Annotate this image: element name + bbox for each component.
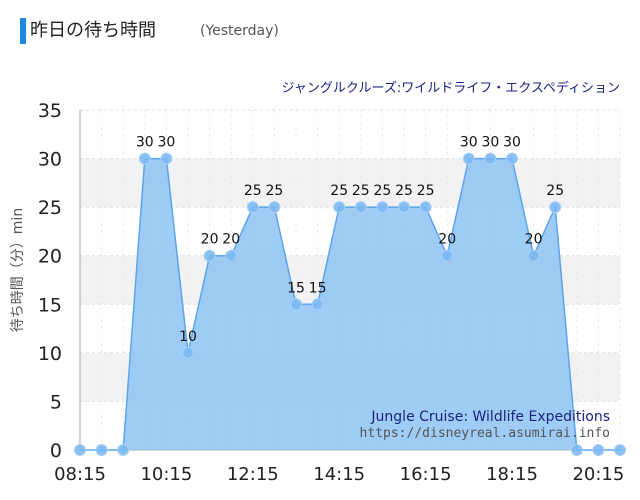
data-point xyxy=(419,201,432,214)
data-point xyxy=(182,346,194,359)
data-point xyxy=(570,444,583,456)
y-tick-label: 0 xyxy=(50,440,62,462)
y-tick-label: 5 xyxy=(50,391,62,413)
x-tick-label: 20:15 xyxy=(572,464,624,485)
data-point xyxy=(117,444,130,456)
data-point xyxy=(95,444,108,456)
data-label: 15 xyxy=(287,280,305,296)
x-tick-label: 14:15 xyxy=(313,464,365,485)
watermark-line-2: https://disneyreal.asumirai.info xyxy=(360,426,610,441)
data-label: 25 xyxy=(373,183,391,199)
data-point xyxy=(354,201,367,214)
data-point xyxy=(484,152,497,165)
data-point xyxy=(398,201,410,214)
data-label: 25 xyxy=(395,183,413,199)
data-label: 30 xyxy=(136,135,154,151)
data-point xyxy=(311,298,324,311)
data-points xyxy=(74,152,626,456)
data-point xyxy=(527,249,540,262)
data-label: 10 xyxy=(179,329,197,345)
data-point xyxy=(462,152,475,165)
data-label: 20 xyxy=(222,232,240,248)
header: 昨日の待ち時間 (Yesterday) xyxy=(0,0,640,60)
y-tick-label: 20 xyxy=(38,246,62,268)
x-axis-ticks: 08:15 10:15 12:15 14:15 16:15 18:15 20:15 xyxy=(54,464,624,485)
x-tick-label: 08:15 xyxy=(54,464,106,485)
data-label: 25 xyxy=(546,183,564,199)
data-label: 25 xyxy=(244,183,262,199)
page-title: 昨日の待ち時間 xyxy=(30,20,156,41)
data-label: 25 xyxy=(352,183,370,199)
series-line xyxy=(80,157,620,451)
y-axis-label: 待ち時間（分）min xyxy=(10,208,26,332)
data-point xyxy=(592,444,605,456)
data-label: 20 xyxy=(525,232,543,248)
y-tick-label: 10 xyxy=(38,343,62,365)
chart-title: ジャングルクルーズ:ワイルドライフ・エクスペディション xyxy=(282,80,620,96)
y-tick-label: 15 xyxy=(38,294,62,316)
data-label: 30 xyxy=(481,135,499,151)
data-point xyxy=(549,201,562,214)
data-point xyxy=(138,152,151,165)
data-point xyxy=(441,249,454,262)
page-subtitle: (Yesterday) xyxy=(200,23,279,39)
data-label: 25 xyxy=(330,183,348,199)
area-fill xyxy=(80,158,620,451)
x-tick-label: 18:15 xyxy=(486,464,538,485)
y-tick-label: 35 xyxy=(38,100,62,122)
data-label: 25 xyxy=(417,183,435,199)
data-label: 15 xyxy=(309,280,327,296)
data-point xyxy=(268,201,281,214)
data-point xyxy=(333,201,346,214)
x-tick-label: 16:15 xyxy=(400,464,452,485)
x-tick-label: 10:15 xyxy=(140,464,192,485)
data-label: 30 xyxy=(460,135,478,151)
data-label: 20 xyxy=(201,232,219,248)
x-tick-label: 12:15 xyxy=(227,464,279,485)
y-axis-ticks: 0 5 10 15 20 25 30 35 xyxy=(38,100,62,462)
data-label: 30 xyxy=(503,135,521,151)
y-tick-label: 25 xyxy=(38,197,62,219)
y-tick-label: 30 xyxy=(38,149,62,171)
data-point xyxy=(203,249,216,262)
data-point xyxy=(290,298,302,311)
data-point xyxy=(246,201,259,214)
watermark-line-1: Jungle Cruise: Wildlife Expeditions xyxy=(370,409,610,425)
data-label: 30 xyxy=(157,135,175,151)
plot-band xyxy=(80,110,620,159)
header-accent-bar xyxy=(20,18,26,44)
data-point xyxy=(160,152,173,165)
data-label: 25 xyxy=(265,183,283,199)
data-point xyxy=(225,249,238,262)
data-label: 20 xyxy=(438,232,456,248)
data-point xyxy=(376,201,389,214)
data-point xyxy=(74,444,86,456)
data-point xyxy=(506,152,518,165)
data-point xyxy=(614,444,626,456)
